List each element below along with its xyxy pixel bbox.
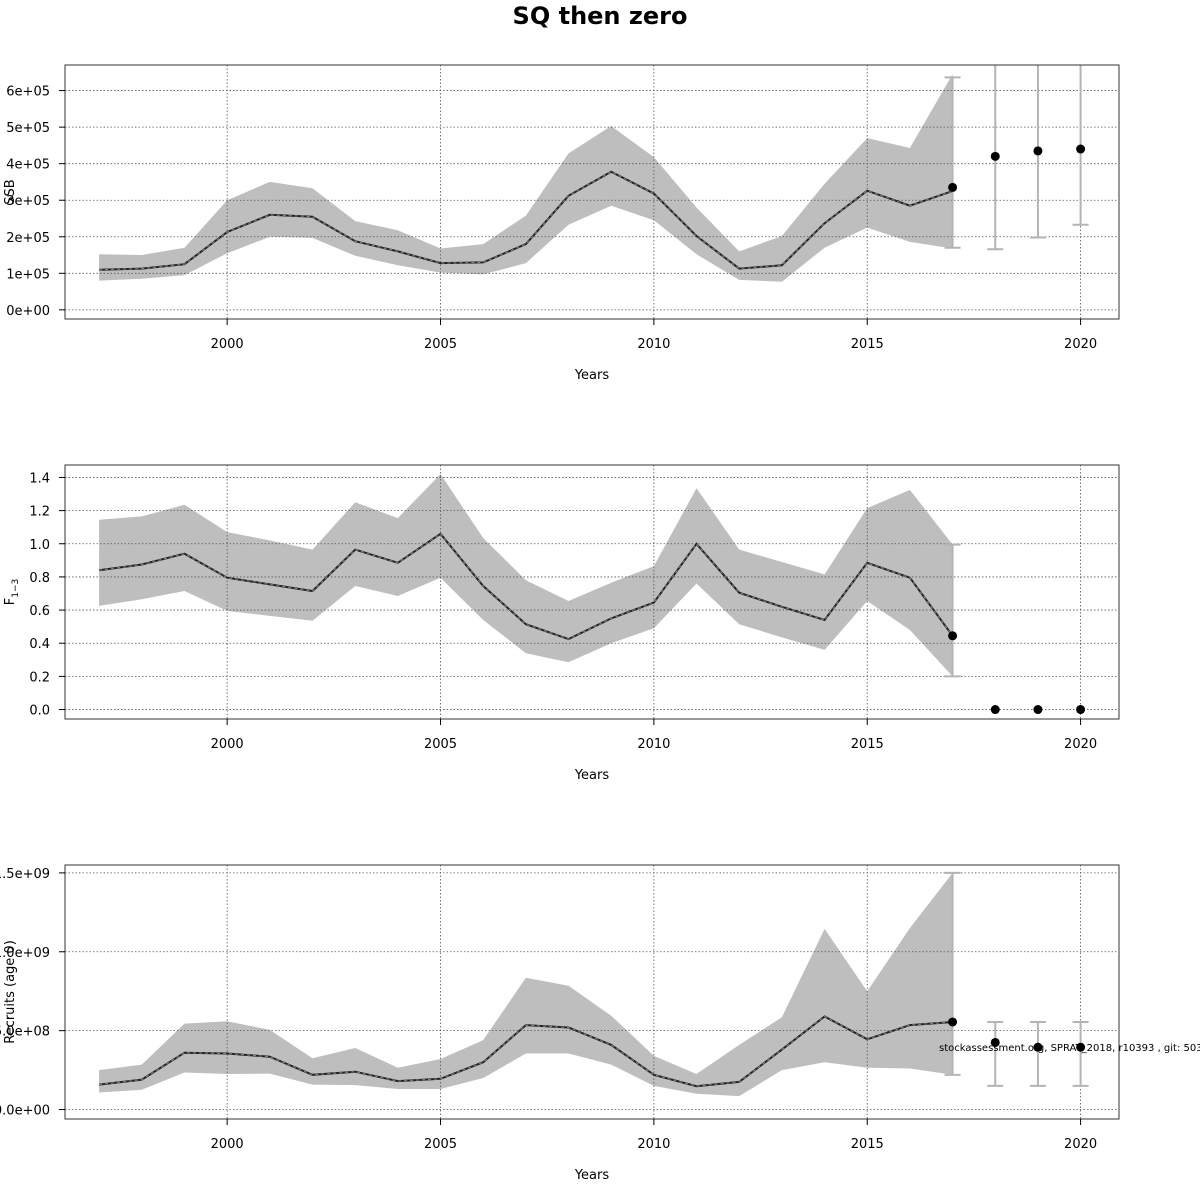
f-xtick-label-2000: 2000 — [211, 737, 244, 752]
ssb-ytick-label-4: 4e+05 — [6, 158, 50, 173]
recruits-forecast — [944, 871, 1089, 1087]
f-forecast-point-2017 — [948, 631, 958, 641]
figure-title: SQ then zero — [513, 2, 688, 30]
recruits-xtick-label-2005: 2005 — [424, 1137, 457, 1152]
f-xtick-label-2015: 2015 — [851, 737, 884, 752]
recruits-confidence-band — [99, 872, 953, 1097]
f-confidence-band — [99, 474, 953, 677]
ssb-ytick-label-3: 3e+05 — [6, 194, 50, 209]
f-yaxis-title: F1−3 — [3, 579, 21, 605]
ssb-ytick-label-1: 1e+05 — [6, 267, 50, 282]
f-xtick-label-2020: 2020 — [1064, 737, 1097, 752]
f-ytick-label-5: 1.0 — [29, 538, 50, 553]
ssb-estimate-dash — [99, 171, 953, 271]
panel-fishing-mortality: 2000 2005 2010 2015 2020 0.0 0.2 0.4 0.6 0.8 1.0 1.… — [3, 464, 1120, 783]
recruits-xtick-label-2015: 2015 — [851, 1137, 884, 1152]
f-ytick-label-6: 1.2 — [29, 505, 50, 520]
recruits-xaxis-title: Years — [574, 1168, 610, 1183]
f-ytick-label-0: 0.0 — [29, 704, 50, 719]
recruits-ytick-label-1: 5.0e+08 — [0, 1025, 50, 1040]
recruits-forecast-point-2017 — [948, 1017, 958, 1027]
ssb-forecast-point-2019 — [1033, 146, 1043, 156]
f-forecast — [944, 543, 961, 678]
f-frame — [64, 464, 1120, 720]
f-xtick-label-2010: 2010 — [637, 737, 670, 752]
ssb-forecast-point-2020 — [1076, 144, 1086, 154]
recruits-xtick-label-2020: 2020 — [1064, 1137, 1097, 1152]
f-ytick-label-7: 1.4 — [29, 471, 50, 486]
ssb-ytick-label-0: 0e+00 — [6, 304, 50, 319]
f-yaxis-subscript: 1−3 — [11, 579, 21, 598]
ssb-confidence-band — [99, 74, 953, 282]
f-xtick-label-2005: 2005 — [424, 737, 457, 752]
footnote: stockassessment.org, SPRAT_2018, r10393 … — [939, 1043, 1200, 1054]
ssb-forecast — [944, 65, 1089, 251]
ssb-ytick-label-2: 2e+05 — [6, 231, 50, 246]
recruits-frame — [64, 864, 1120, 1120]
recruits-forecast-point-2019 — [1033, 1042, 1043, 1052]
ssb-xtick-label-2015: 2015 — [851, 337, 884, 352]
panel-ssb: 2000 2005 2010 2015 2020 0e+00 1e+05 2e+05 3e+05… — [3, 64, 1120, 383]
f-forecast-point-2018 — [990, 705, 1000, 715]
ssb-xaxis-title: Years — [574, 368, 610, 383]
recruits-xtick-label-2000: 2000 — [211, 1137, 244, 1152]
ssb-xtick-label-2000: 2000 — [211, 337, 244, 352]
f-ytick-label-3: 0.6 — [29, 604, 50, 619]
recruits-yaxis-title: Recruits (age 0) — [3, 940, 18, 1044]
f-ytick-label-4: 0.8 — [29, 571, 50, 586]
ssb-xtick-label-2020: 2020 — [1064, 337, 1097, 352]
f-xaxis-title: Years — [574, 768, 610, 783]
f-estimate-dash — [99, 533, 954, 640]
recruits-ytick-label-2: 1.0e+09 — [0, 946, 50, 961]
ssb-ytick-label-6: 6e+05 — [6, 85, 50, 100]
ssb-forecast-point-2017 — [948, 182, 958, 192]
recruits-estimate-dash — [99, 1015, 953, 1087]
panel-recruits: 2000 2005 2010 2015 2020 0.0e+00 5.0e+08 1.0e+0… — [0, 864, 1120, 1183]
ssb-ytick-label-5: 5e+05 — [6, 121, 50, 136]
ssb-frame — [64, 64, 1120, 320]
f-ytick-label-1: 0.2 — [29, 670, 50, 685]
recruits-ytick-label-3: 1.5e+09 — [0, 867, 50, 882]
ssb-xtick-label-2005: 2005 — [424, 337, 457, 352]
ssb-yaxis-title: SSB — [3, 179, 18, 204]
ssb-forecast-point-2018 — [990, 151, 1000, 161]
f-forecast-point-2019 — [1033, 705, 1043, 715]
recruits-forecast-point-2020 — [1076, 1042, 1086, 1052]
recruits-forecast-point-2018 — [990, 1037, 1000, 1047]
f-ytick-label-2: 0.4 — [29, 637, 50, 652]
f-forecast-point-2020 — [1076, 705, 1086, 715]
ssb-xtick-label-2010: 2010 — [637, 337, 670, 352]
recruits-xtick-label-2010: 2010 — [637, 1137, 670, 1152]
recruits-ytick-label-0: 0.0e+00 — [0, 1104, 50, 1119]
